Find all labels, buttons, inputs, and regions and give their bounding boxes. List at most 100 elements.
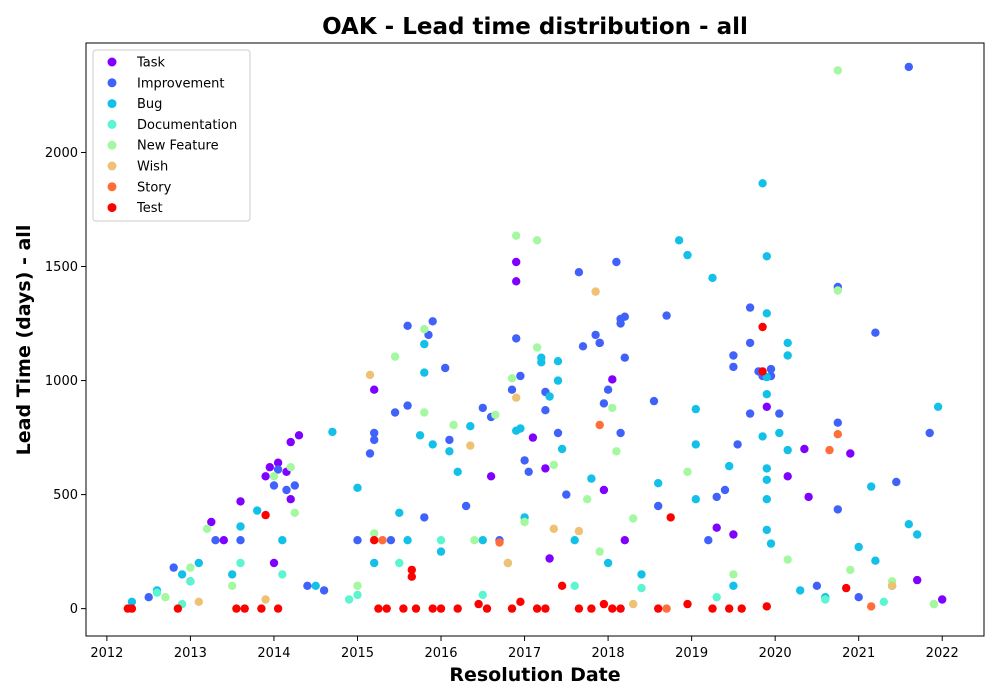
point-bug (762, 309, 771, 318)
point-test (382, 604, 391, 613)
point-bug (194, 558, 203, 568)
point-bug (545, 392, 554, 401)
point-bug (708, 273, 717, 283)
point-bug (516, 424, 525, 433)
y-tick-label: 500 (53, 488, 78, 503)
point-task (712, 523, 721, 532)
point-new-feature (783, 555, 792, 564)
point-improvement (775, 409, 784, 418)
point-improvement (854, 593, 863, 602)
point-test (762, 602, 771, 611)
x-tick-label: 2016 (424, 646, 457, 661)
point-new-feature (186, 563, 195, 572)
point-improvement (871, 328, 880, 337)
point-improvement (403, 401, 412, 410)
point-new-feature (612, 447, 621, 456)
point-bug (420, 339, 429, 349)
point-improvement (403, 321, 412, 330)
point-improvement (892, 477, 901, 487)
point-improvement (766, 364, 776, 374)
legend-label: Wish (137, 160, 168, 175)
point-improvement (578, 342, 588, 351)
point-task (528, 433, 538, 442)
point-new-feature (370, 529, 379, 538)
point-bug (395, 508, 404, 517)
point-bug (762, 252, 771, 261)
point-test (758, 367, 767, 376)
point-bug (445, 447, 454, 456)
point-improvement (812, 581, 822, 590)
x-axis-label: Resolution Date (449, 664, 620, 686)
point-documentation (436, 536, 446, 545)
y-axis-label: Lead Time (days) - all (13, 225, 35, 456)
point-bug (537, 358, 546, 367)
y-tick-label: 0 (70, 602, 78, 617)
points-layer (123, 62, 947, 613)
point-wish (591, 287, 600, 296)
point-improvement (478, 403, 487, 413)
point-new-feature (583, 495, 592, 504)
point-bug (762, 390, 771, 399)
point-new-feature (608, 403, 617, 413)
point-improvement (925, 428, 934, 438)
point-documentation (344, 595, 354, 604)
point-bug (654, 479, 663, 488)
point-improvement (420, 513, 429, 522)
point-story (595, 420, 604, 430)
point-test (587, 604, 596, 613)
point-test (507, 604, 517, 613)
point-test (616, 604, 625, 613)
point-wish (365, 370, 375, 380)
point-improvement (833, 418, 842, 427)
point-improvement (428, 317, 437, 326)
point-bug (553, 376, 563, 385)
point-new-feature (683, 467, 692, 476)
legend-label: Test (136, 201, 163, 216)
point-bug (683, 250, 692, 260)
point-test (482, 604, 492, 613)
point-task (846, 449, 855, 458)
point-improvement (541, 406, 550, 415)
point-improvement (745, 338, 755, 348)
point-improvement (620, 312, 629, 321)
point-improvement (612, 257, 621, 267)
point-bug (228, 570, 237, 579)
point-improvement (390, 408, 400, 417)
point-test (261, 510, 270, 520)
point-task (273, 458, 283, 467)
point-improvement (729, 362, 738, 372)
point-bug (758, 432, 767, 441)
point-task (608, 375, 617, 384)
point-bug (428, 440, 437, 449)
point-test (574, 604, 584, 613)
x-tick-label: 2019 (675, 646, 708, 661)
point-improvement (654, 501, 663, 511)
point-new-feature (846, 565, 855, 575)
y-tick-label: 1000 (45, 374, 78, 389)
point-task (512, 277, 521, 286)
point-test (370, 536, 379, 545)
point-documentation (186, 577, 195, 586)
point-new-feature (286, 463, 295, 472)
point-task (599, 485, 609, 495)
point-test (541, 604, 550, 613)
point-improvement (704, 536, 713, 545)
point-test (725, 604, 734, 613)
x-tick-label: 2017 (508, 646, 541, 661)
point-task (261, 472, 270, 481)
point-improvement (303, 581, 312, 590)
point-test (474, 599, 483, 609)
point-improvement (319, 586, 329, 595)
point-improvement (461, 501, 471, 511)
point-new-feature (532, 236, 542, 245)
point-improvement (269, 481, 279, 490)
point-improvement (507, 385, 517, 394)
point-documentation (570, 581, 579, 590)
point-improvement (236, 536, 245, 545)
point-test (407, 565, 416, 575)
point-task (938, 595, 947, 604)
point-test (173, 604, 183, 613)
legend-label: Task (136, 56, 166, 71)
point-bug (762, 495, 771, 504)
